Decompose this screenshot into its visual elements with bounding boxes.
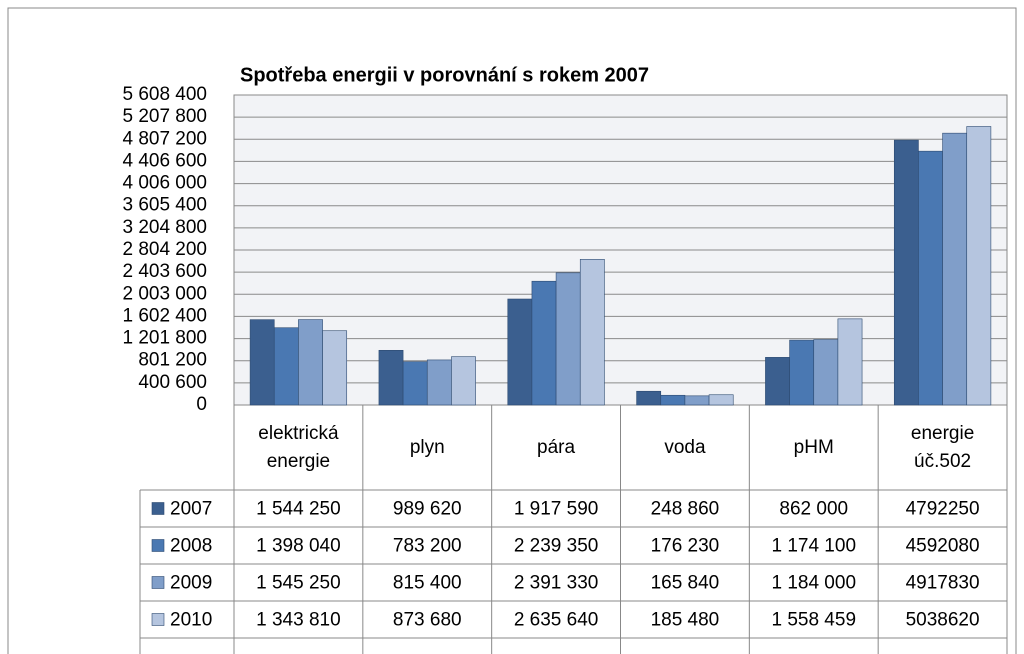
legend-label: 2008	[170, 536, 212, 557]
x-tick-label: energie úč.502	[910, 422, 975, 472]
table-value: 2 391 330	[514, 573, 599, 594]
bar	[765, 357, 790, 406]
bar	[660, 394, 686, 406]
bar	[942, 132, 968, 406]
y-tick-label: 4 807 200	[122, 128, 207, 149]
bar	[813, 339, 839, 406]
y-tick-label: 2 804 200	[122, 239, 207, 260]
table-value: 2 635 640	[514, 610, 599, 631]
table-value: 4917830	[906, 573, 980, 594]
bar	[636, 390, 662, 406]
table-value: 185 480	[651, 610, 720, 631]
y-tick-label: 4 006 000	[122, 173, 207, 194]
y-tick-label: 5 608 400	[122, 84, 207, 105]
y-tick-label: 801 200	[138, 350, 207, 371]
table-value: 5038620	[906, 610, 980, 631]
x-tick-label: pHM	[793, 436, 834, 458]
y-tick-label: 5 207 800	[122, 106, 207, 127]
table-value: 1 174 100	[771, 536, 856, 557]
table-value: 4592080	[906, 536, 980, 557]
bar	[893, 139, 919, 406]
table-value: 1 558 459	[771, 610, 856, 631]
bar	[555, 272, 581, 406]
legend-label: 2007	[170, 499, 212, 520]
bar	[708, 394, 734, 406]
table-value: 815 400	[393, 573, 462, 594]
table-value: 989 620	[393, 499, 462, 520]
bar	[322, 330, 348, 406]
table-value: 165 840	[651, 573, 720, 594]
chart-title: Spotřeba energii v porovnání s rokem 200…	[240, 64, 649, 86]
table-value: 783 200	[393, 536, 462, 557]
legend-key	[151, 539, 165, 552]
table-value: 2 239 350	[514, 536, 599, 557]
x-tick-label: voda	[664, 436, 706, 458]
y-tick-label: 2 403 600	[122, 261, 207, 282]
table-value: 873 680	[393, 610, 462, 631]
y-tick-label: 400 600	[138, 372, 207, 393]
table-value: 1 917 590	[514, 499, 599, 520]
bar	[402, 361, 428, 406]
bar	[579, 259, 605, 406]
y-tick-label: 1 602 400	[122, 305, 207, 326]
x-tick-label: plyn	[409, 436, 445, 458]
bar	[531, 280, 557, 406]
bar	[378, 349, 404, 406]
bar	[273, 327, 299, 406]
bar	[426, 359, 452, 406]
bar	[249, 319, 275, 406]
x-tick-label: elektrická energie	[258, 422, 339, 472]
legend-key	[151, 613, 165, 626]
table-value: 176 230	[651, 536, 720, 557]
table-value: 4792250	[906, 499, 980, 520]
bar	[298, 319, 323, 406]
legend-key	[151, 502, 165, 515]
y-tick-label: 2 003 000	[122, 283, 207, 304]
y-tick-label: 4 406 600	[122, 150, 207, 171]
bar	[789, 339, 815, 406]
legend-label: 2009	[170, 573, 212, 594]
y-tick-label: 1 201 800	[122, 328, 207, 349]
y-tick-label: 3 605 400	[122, 195, 207, 216]
legend-key	[151, 576, 165, 589]
bar	[684, 395, 710, 406]
bar	[966, 126, 992, 406]
table-value: 862 000	[779, 499, 848, 520]
y-tick-label: 0	[196, 394, 207, 415]
table-value: 1 398 040	[256, 536, 341, 557]
bar	[837, 318, 863, 406]
y-tick-label: 3 204 800	[122, 217, 207, 238]
table-value: 1 184 000	[771, 573, 856, 594]
bar	[507, 298, 533, 406]
table-value: 1 545 250	[256, 573, 341, 594]
x-tick-label: pára	[537, 436, 576, 458]
table-value: 248 860	[651, 499, 720, 520]
table-value: 1 343 810	[256, 610, 341, 631]
legend-label: 2010	[170, 610, 212, 631]
bar	[451, 356, 476, 406]
bar	[918, 150, 943, 406]
table-value: 1 544 250	[256, 499, 341, 520]
